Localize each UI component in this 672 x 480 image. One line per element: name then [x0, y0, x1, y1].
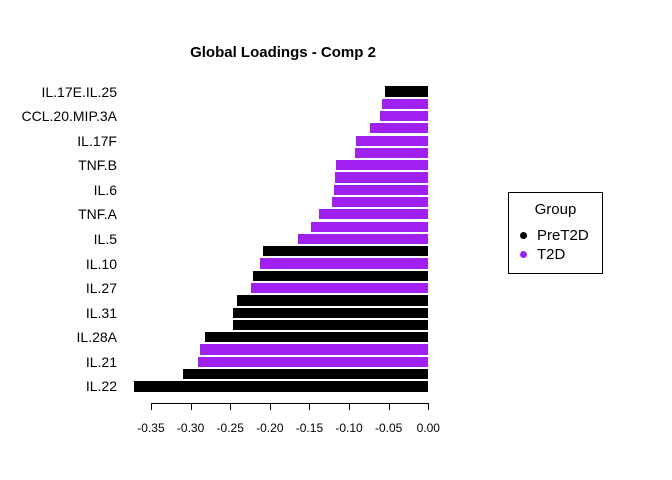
legend-item-label: PreT2D [537, 226, 589, 244]
y-axis-label: IL.22 [85, 378, 117, 395]
y-axis-label: IL.27 [85, 280, 117, 297]
y-axis-label: IL.31 [85, 304, 117, 321]
x-axis-tick-label: -0.05 [374, 421, 403, 435]
bar-IL.28A [204, 332, 429, 343]
bar-unlabeled-2 [381, 98, 429, 109]
bar-unlabeled-6 [354, 147, 429, 159]
y-axis-label: IL.28A [76, 329, 117, 346]
bar-unlabeled-18 [237, 295, 429, 306]
bar-IL.22 [134, 381, 429, 392]
legend-item-label: T2D [537, 245, 566, 263]
bar-IL.31 [233, 307, 429, 318]
x-axis-tick [190, 403, 192, 410]
bar-unlabeled-10 [332, 197, 429, 208]
x-axis-line [150, 403, 430, 404]
x-axis-tick [230, 403, 232, 410]
legend-item-T2D: T2D [520, 245, 566, 263]
legend-item-PreT2D: PreT2D [520, 226, 589, 244]
bar-IL.21 [197, 356, 429, 367]
y-axis-label: CCL.20.MIP.3A [21, 108, 117, 125]
x-axis-tick-label: 0.00 [416, 421, 440, 435]
bar-unlabeled-24 [182, 369, 429, 380]
y-axis-label: IL.21 [85, 353, 117, 370]
x-axis-tick-label: -0.15 [295, 421, 324, 435]
bar-unlabeled-16 [253, 270, 429, 281]
x-axis-tick [428, 403, 430, 410]
y-axis-label: IL.5 [93, 230, 117, 247]
bar-IL.5 [297, 233, 429, 245]
bar-CCL.20.MIP.3A [379, 110, 429, 122]
x-axis-tick-label: -0.25 [216, 421, 244, 435]
y-axis-label: IL.17F [77, 132, 117, 149]
bar-TNF.B [335, 160, 429, 171]
x-axis-tick-label: -0.10 [335, 421, 363, 435]
chart-title: Global Loadings - Comp 2 [190, 44, 376, 61]
y-axis-label: IL.10 [85, 255, 117, 272]
x-axis-tick [269, 403, 271, 410]
bar-IL.10 [259, 258, 429, 269]
legend-dot-icon [520, 231, 527, 239]
bar-IL.17E.IL.25 [384, 86, 429, 97]
bar-unlabeled-12 [311, 221, 429, 232]
bar-IL.6 [334, 184, 429, 195]
x-axis-tick-label: -0.20 [256, 421, 284, 435]
x-axis-tick-label: -0.35 [137, 421, 165, 435]
bar-IL.17F [356, 135, 429, 146]
legend-title: Group [534, 201, 577, 218]
y-axis-label: IL.17E.IL.25 [41, 83, 117, 100]
bar-unlabeled-8 [334, 172, 429, 183]
legend: Group PreT2D T2D [508, 192, 603, 274]
x-axis-tick [309, 403, 311, 410]
x-axis-tick [388, 403, 390, 410]
y-axis-label: TNF.B [78, 157, 117, 174]
y-axis-label: IL.6 [93, 181, 117, 198]
bar-TNF.A [318, 209, 429, 220]
bar-unlabeled-22 [200, 344, 429, 355]
bar-unlabeled-14 [262, 246, 429, 257]
bar-unlabeled-20 [233, 319, 429, 331]
x-axis-tick [150, 403, 152, 410]
bar-IL.27 [250, 283, 429, 294]
y-axis-label: TNF.A [78, 206, 117, 223]
x-axis-tick-label: -0.30 [176, 421, 205, 435]
legend-dot-icon [520, 250, 527, 258]
x-axis-tick [349, 403, 351, 410]
bar-unlabeled-4 [370, 123, 429, 134]
